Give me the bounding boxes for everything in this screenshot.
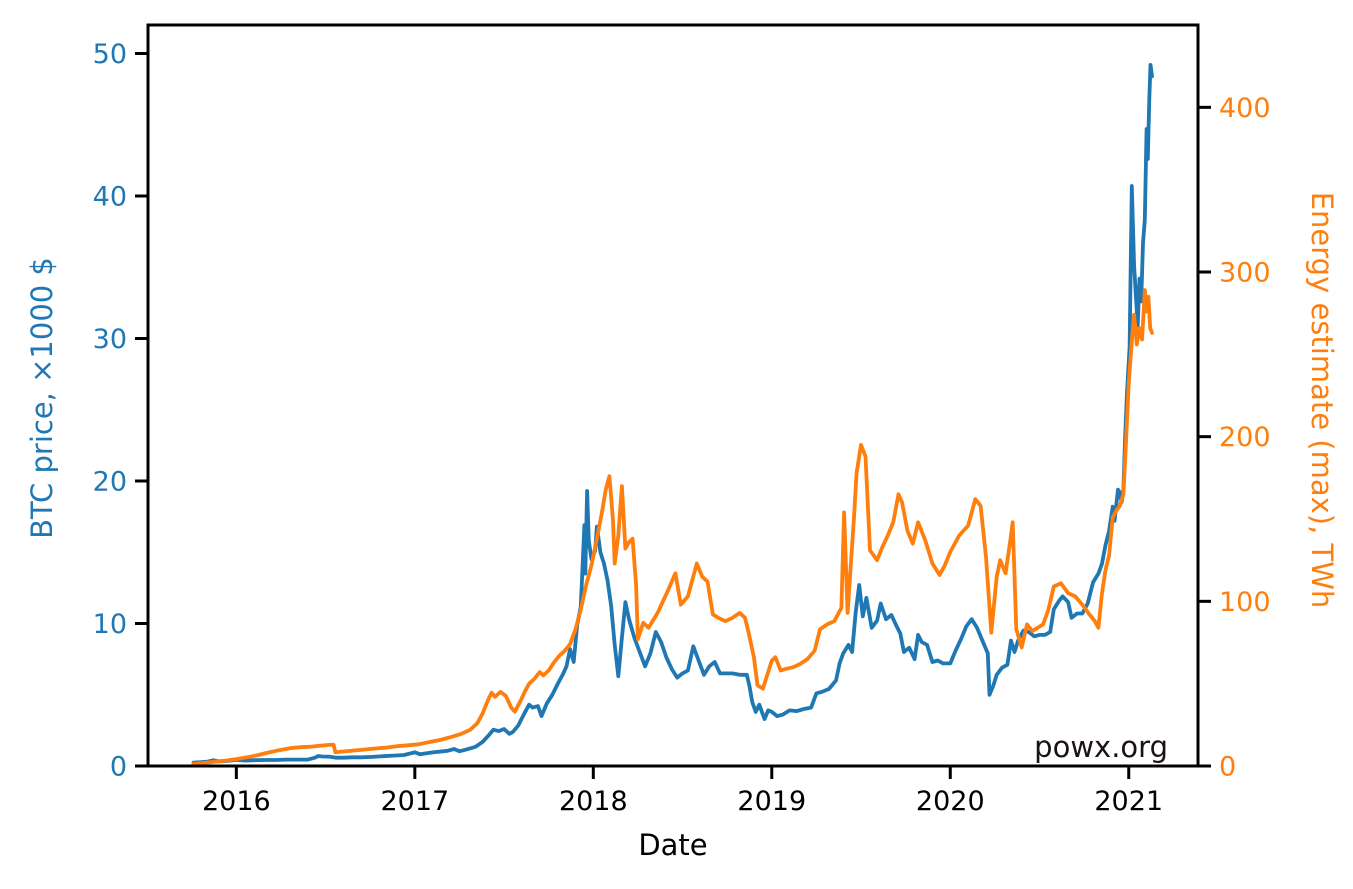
watermark: powx.org (1034, 730, 1168, 764)
left-y-tick-label: 30 (93, 324, 127, 355)
series-layer (191, 63, 1154, 766)
left-y-tick-label: 10 (93, 609, 127, 640)
x-axis-title: Date (638, 828, 707, 862)
x-tick-label: 2021 (1094, 786, 1163, 817)
series-line-btc-price (191, 63, 1154, 765)
right-y-tick-label: 400 (1219, 93, 1271, 124)
right-y-axis-title: Energy estimate (max), TWh (1305, 192, 1339, 609)
left-y-tick-label: 20 (93, 467, 127, 498)
x-tick-label: 2016 (202, 786, 271, 817)
right-y-tick-label: 200 (1219, 422, 1271, 453)
axes-layer: 2016 2017 2018 2019 2020 2021 0 10 20 30 40 50 0 100 2… (93, 23, 1271, 817)
left-y-tick-label: 40 (93, 182, 127, 213)
x-tick-label: 2018 (559, 786, 628, 817)
right-y-tick-label: 0 (1219, 752, 1236, 783)
x-tick-label: 2019 (737, 786, 806, 817)
right-y-tick-label: 300 (1219, 258, 1271, 289)
x-tick-label: 2017 (380, 786, 449, 817)
left-y-tick-label: 0 (110, 752, 127, 783)
left-y-axis-title: BTC price, ×1000 $ (25, 257, 59, 539)
plot-border (146, 23, 1200, 768)
right-y-tick-label: 100 (1219, 587, 1271, 618)
series-line-energy (191, 288, 1154, 766)
left-y-tick-label: 50 (93, 39, 127, 70)
x-tick-label: 2020 (916, 786, 985, 817)
